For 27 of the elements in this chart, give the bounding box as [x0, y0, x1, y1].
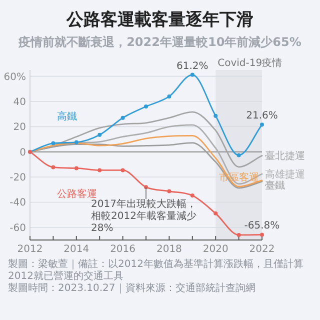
y-tick-label: 0 [20, 147, 26, 158]
x-tick-label: 2022 [249, 244, 275, 255]
y-tick-label: -40 [10, 198, 26, 209]
annotation: 2017年出現較大跌幅，相較2012年載客量減少28% [91, 198, 196, 234]
x-tick-label: 2012 [17, 244, 43, 255]
data-label: 21.6% [246, 110, 278, 122]
chart-subtitle: 疫情前就不斷衰退，2022年運量較10年前減少65% [18, 35, 302, 49]
series-label: 臺鐵 [265, 180, 285, 192]
x-tick-label: 2014 [64, 244, 90, 255]
y-tick-label: -20 [10, 172, 26, 184]
y-tick-label: 20 [13, 122, 26, 134]
y-tick-label: 60% [4, 72, 26, 83]
data-label: 61.2% [176, 60, 208, 72]
y-tick-label: -60 [10, 222, 26, 234]
y-tick-label: 40 [13, 96, 26, 108]
x-tick-label: 2018 [156, 244, 182, 255]
series-label: 公路客運 [57, 188, 98, 200]
series-label: 高鐵 [57, 110, 78, 122]
x-tick-label: 2016 [110, 244, 136, 255]
text: 製圖時間：2023.10.27｜資料來源：交通部統計查詢網 [8, 282, 256, 294]
x-tick-label: 2020 [202, 244, 228, 255]
band-label: Covid-19疫情 [218, 57, 282, 69]
series-label: 臺北捷運 [265, 150, 305, 162]
text: 製圖：梁敏萱｜備註：以2012年數值為基準計算漲跌幅，且僅計算2012就已營運的交通工具 [8, 258, 304, 282]
series-label: 高雄捷運 [265, 168, 305, 181]
data-label: -65.8% [244, 220, 280, 232]
chart-title: 公路客運載客量逐年下滑 [66, 10, 254, 30]
